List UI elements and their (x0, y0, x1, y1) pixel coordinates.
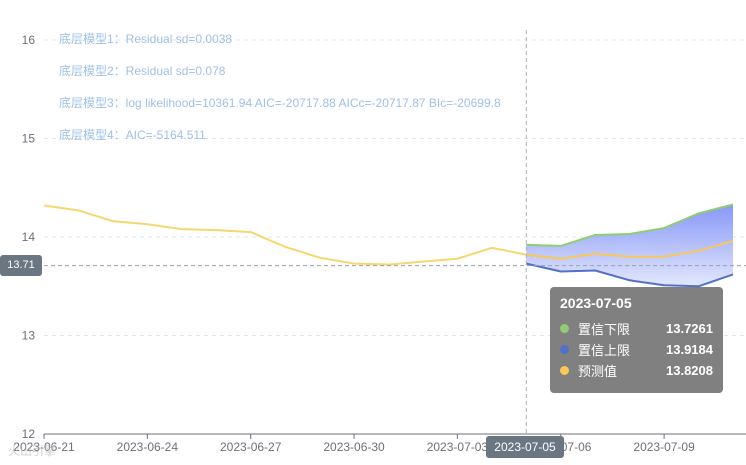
y-axis-pointer-label: 13.71 (0, 255, 42, 276)
tooltip-row: 预测值 13.8208 (560, 360, 713, 381)
annotation-model-4: 底层模型4：AIC=-5164.511 (59, 128, 206, 142)
tooltip-series-value: 13.9184 (666, 342, 713, 357)
y-tick-label: 12 (22, 427, 36, 441)
series-line-1 (526, 239, 734, 260)
annotation-model-3: 底层模型3：log likelihood=10361.94 AIC=-20717… (59, 96, 501, 110)
legend-dot-icon (560, 345, 569, 354)
chart-tooltip: 2023-07-05 置信下限 13.7261 置信上限 13.9184 预测值… (550, 287, 723, 393)
legend-dot-icon (560, 324, 569, 333)
x-tick-label: 2023-07-09 (633, 440, 695, 454)
tooltip-series-value: 13.8208 (666, 363, 713, 378)
series-line-2 (526, 203, 734, 247)
y-tick-label: 13 (22, 329, 36, 343)
tooltip-series-name: 置信下限 (578, 322, 631, 337)
annotation-model-2: 底层模型2：Residual sd=0.078 (59, 64, 226, 78)
tooltip-series-name: 置信上限 (578, 343, 631, 358)
y-tick-label: 15 (22, 132, 36, 146)
legend-dot-icon (560, 366, 569, 375)
watermark-logo: 火山引擎 (8, 444, 57, 458)
tooltip-title: 2023-07-05 (560, 295, 632, 311)
y-tick-label: 16 (22, 33, 36, 47)
x-tick-label: 2023-06-30 (323, 440, 385, 454)
tooltip-series-name: 预测值 (578, 364, 618, 379)
series-line-0 (43, 204, 527, 266)
tooltip-row: 置信下限 13.7261 (560, 318, 713, 339)
x-tick-label: 2023-07-03 (427, 440, 489, 454)
annotation-model-1: 底层模型1：Residual sd=0.0038 (59, 32, 233, 46)
x-tick-label: 2023-06-24 (117, 440, 179, 454)
x-axis-pointer-label: 2023-07-05 (486, 436, 564, 458)
y-tick-label: 14 (22, 230, 36, 244)
tooltip-row: 置信上限 13.9184 (560, 339, 713, 360)
x-tick-label: 2023-06-21 (13, 440, 75, 454)
x-tick-label: 2023-06-27 (220, 440, 282, 454)
tooltip-series-value: 13.7261 (666, 321, 713, 336)
series-line-3 (526, 262, 734, 288)
